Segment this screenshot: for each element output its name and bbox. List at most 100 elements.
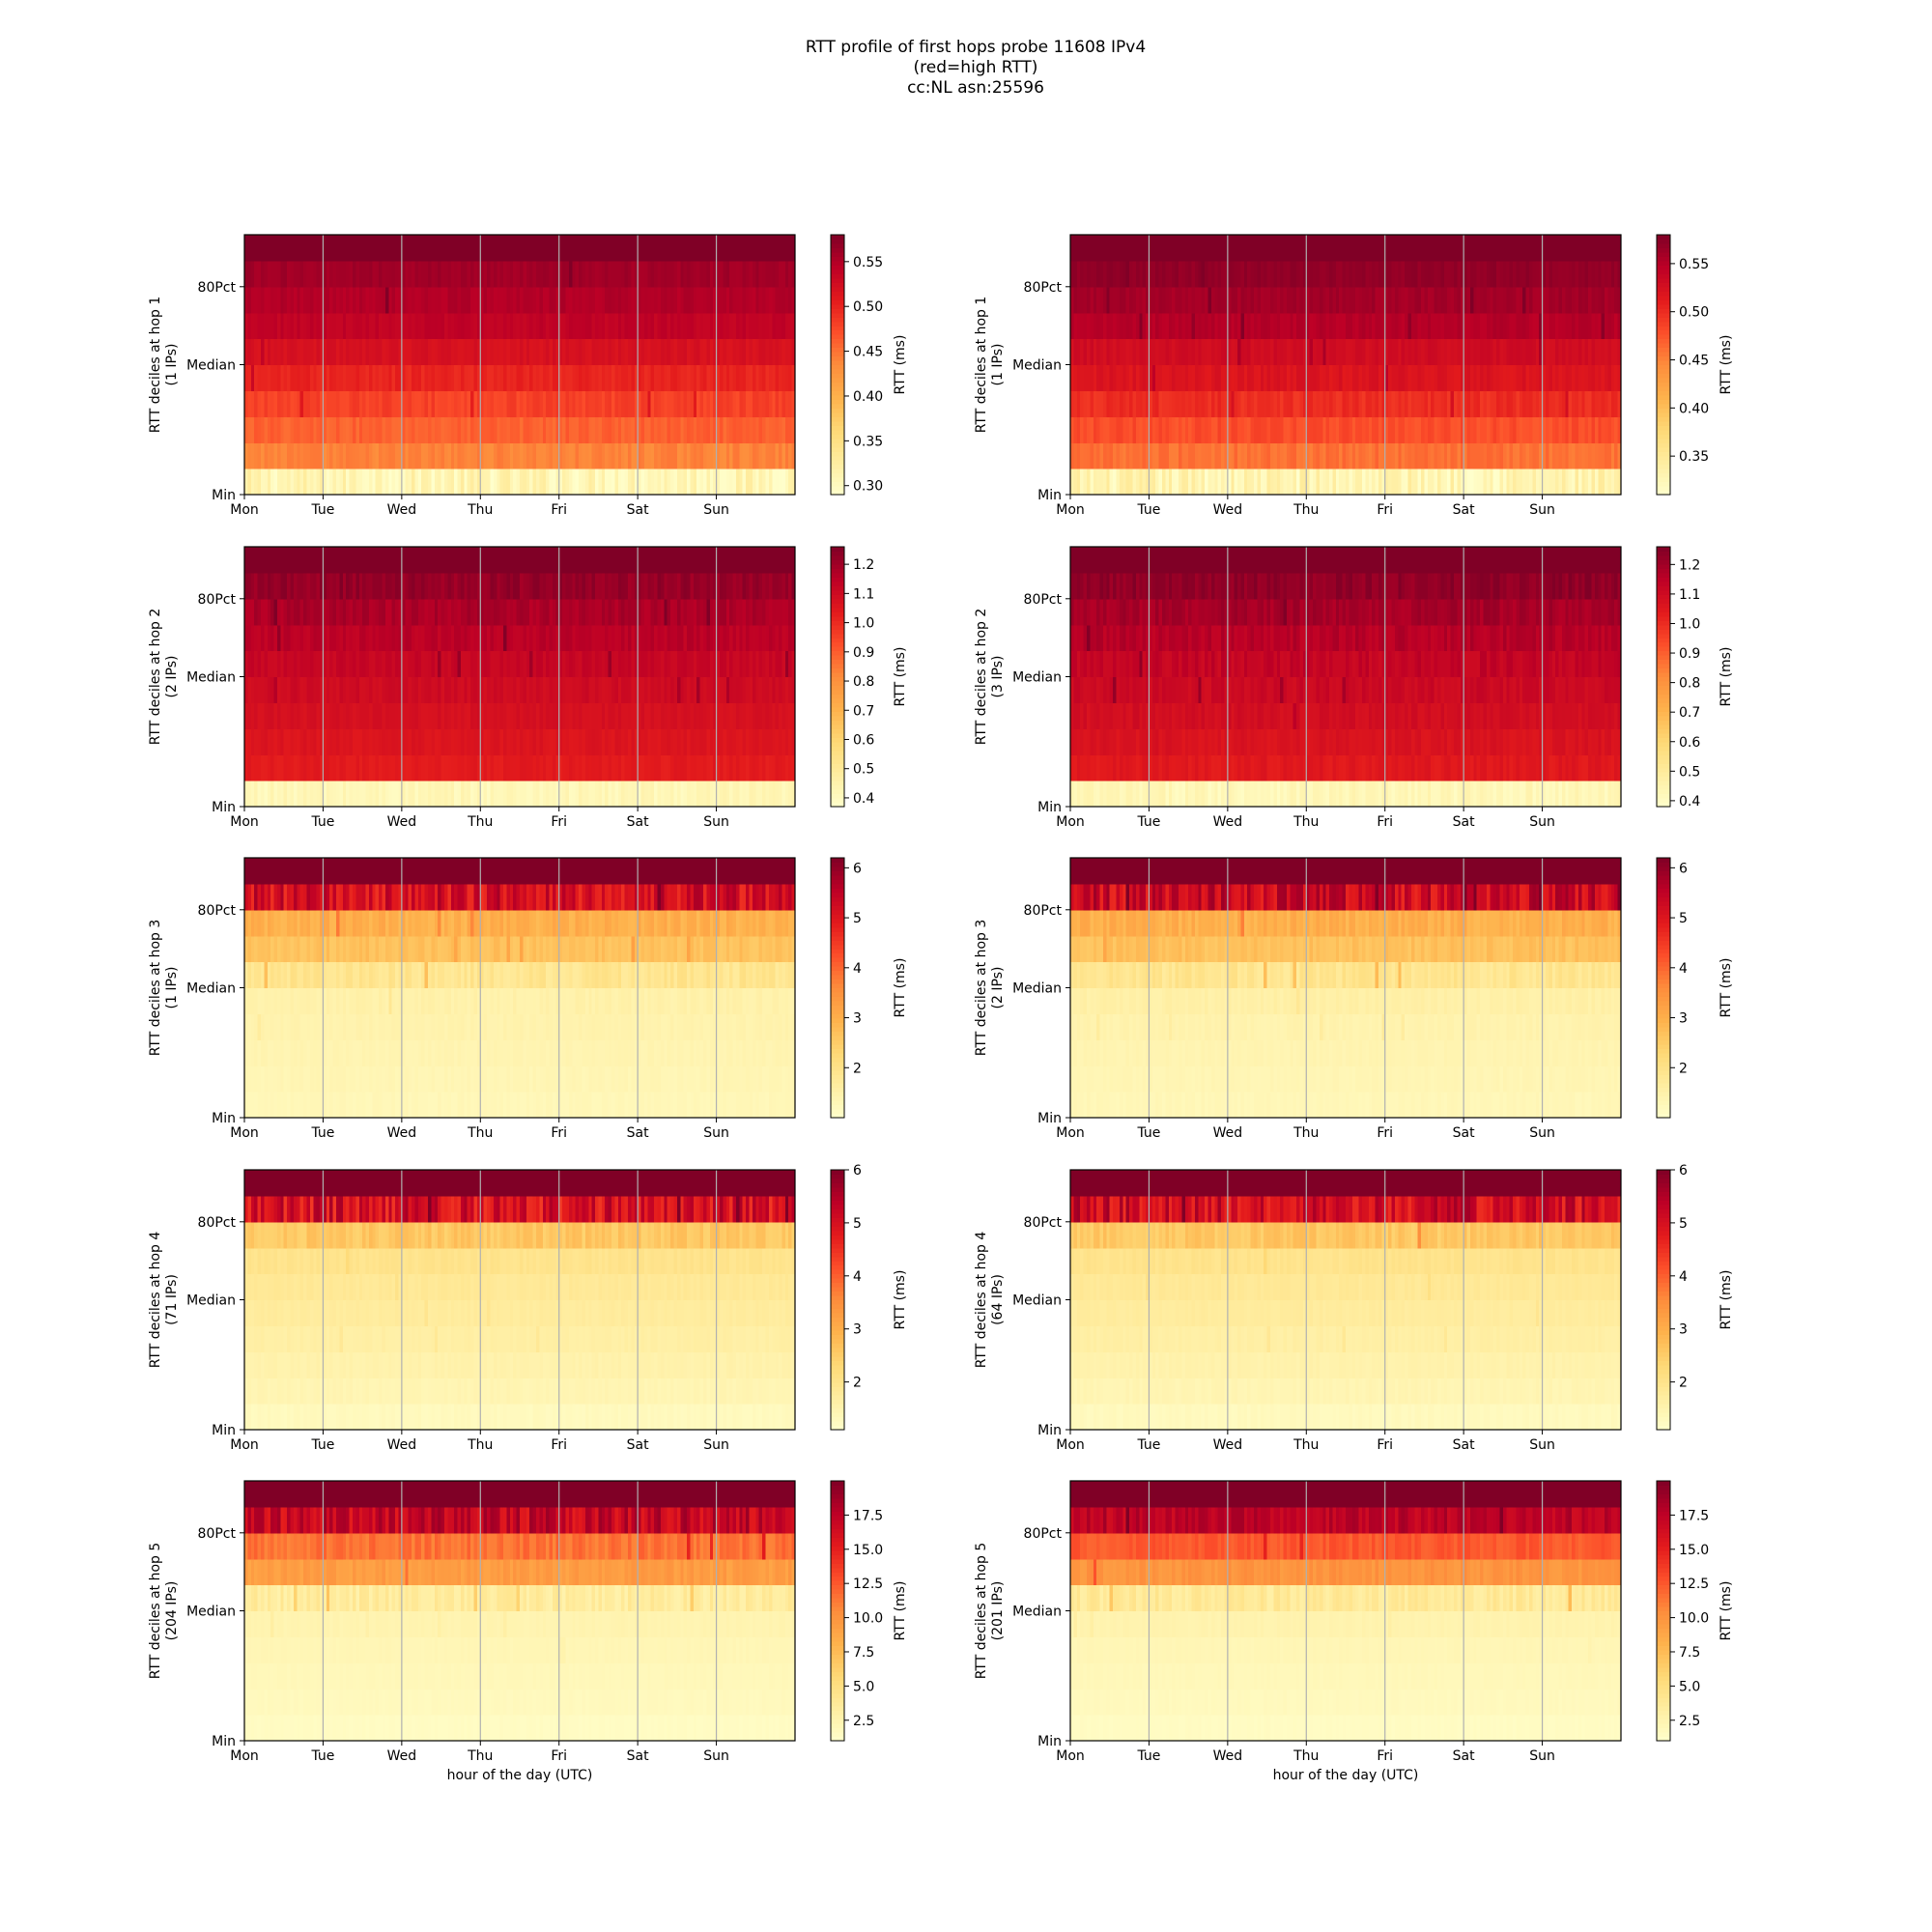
heatmap-cell	[1247, 364, 1252, 391]
heatmap-cell	[1125, 469, 1130, 496]
heatmap-cell	[1188, 260, 1193, 288]
heatmap-cell	[775, 235, 780, 262]
heatmap-cell	[660, 702, 665, 729]
heatmap-cell	[244, 469, 248, 496]
heatmap-cell	[565, 235, 570, 262]
heatmap-cell	[627, 469, 632, 496]
heatmap-cell	[1139, 442, 1144, 469]
heatmap-cell	[670, 442, 675, 469]
heatmap-cell	[617, 235, 622, 262]
heatmap-cell	[1162, 442, 1166, 469]
heatmap-cell	[640, 260, 645, 288]
heatmap-cell	[1102, 338, 1107, 366]
heatmap-cell	[638, 338, 642, 366]
heatmap-cell	[650, 781, 655, 808]
heatmap-cell	[1269, 469, 1274, 496]
heatmap-cell	[1584, 469, 1589, 496]
heatmap-cell	[523, 624, 527, 652]
heatmap-cell	[772, 235, 777, 262]
heatmap-cells	[1070, 235, 1622, 496]
heatmap-cell	[716, 416, 721, 443]
colorbar-segment	[1657, 277, 1670, 283]
heatmap-cell	[254, 390, 259, 417]
heatmap-cell	[1090, 416, 1094, 443]
heatmap-cell	[470, 338, 475, 366]
heatmap-cell	[752, 702, 756, 729]
heatmap-cell	[368, 469, 373, 496]
heatmap-cell	[1355, 390, 1360, 417]
heatmap-cell	[1598, 390, 1603, 417]
heatmap-cell	[779, 286, 783, 314]
heatmap-cell	[316, 390, 321, 417]
heatmap-cell	[313, 416, 318, 443]
heatmap-cell	[270, 781, 275, 808]
heatmap-cell	[487, 416, 492, 443]
heatmap-cell	[1319, 442, 1323, 469]
heatmap-cell	[781, 286, 786, 314]
heatmap-cell	[781, 416, 786, 443]
heatmap-cell	[535, 781, 540, 808]
heatmap-cell	[1610, 442, 1615, 469]
heatmap-cell	[739, 469, 744, 496]
heatmap-cell	[1588, 312, 1593, 340]
heatmap-cell	[1286, 364, 1291, 391]
title-line-3: cc:NL asn:25596	[907, 78, 1044, 98]
heatmap-cell	[1601, 235, 1605, 262]
heatmap-cell	[535, 260, 540, 288]
heatmap-cell	[1257, 338, 1262, 366]
heatmap-cell	[575, 312, 580, 340]
heatmap-cell	[1391, 442, 1396, 469]
heatmap-cell	[617, 286, 622, 314]
heatmap-cell	[499, 442, 504, 469]
heatmap-cell	[529, 338, 534, 366]
heatmap-cell	[1558, 469, 1563, 496]
heatmap-cell	[1378, 416, 1382, 443]
heatmap-cell	[362, 260, 367, 288]
heatmap-cell	[450, 364, 455, 391]
heatmap-cell	[784, 416, 789, 443]
heatmap-cell	[306, 416, 311, 443]
heatmap-cell	[719, 650, 724, 678]
heatmap-cell	[398, 235, 403, 262]
y-axis-label: RTT deciles at hop 1	[148, 297, 163, 434]
heatmap-cell	[1237, 312, 1242, 340]
heatmap-cell	[673, 312, 678, 340]
heatmap-cell	[1168, 469, 1173, 496]
heatmap-cell	[1280, 312, 1285, 340]
heatmap-cell	[1217, 390, 1222, 417]
heatmap-cell	[696, 676, 701, 703]
heatmap-cell	[490, 416, 495, 443]
heatmap-cell	[627, 338, 632, 366]
heatmap-cell	[775, 469, 780, 496]
colorbar-segment	[831, 368, 844, 375]
heatmap-cell	[1125, 442, 1130, 469]
heatmap-cell	[267, 416, 271, 443]
heatmap-cell	[1450, 286, 1455, 314]
heatmap-cell	[1168, 260, 1173, 288]
heatmap-cell	[1401, 364, 1406, 391]
heatmap-cell	[1113, 260, 1118, 288]
heatmap-cell	[1457, 416, 1462, 443]
colorbar-segment	[831, 438, 844, 443]
heatmap-cell	[499, 754, 504, 781]
heatmap-cell	[526, 338, 530, 366]
heatmap-cell	[280, 338, 285, 366]
heatmap-cell	[408, 416, 412, 443]
heatmap-cell	[503, 338, 508, 366]
heatmap-cell	[1149, 416, 1153, 443]
heatmap-cell	[388, 286, 393, 314]
heatmap-cell	[372, 442, 377, 469]
heatmap-cell	[1431, 260, 1435, 288]
heatmap-cell	[260, 442, 265, 469]
heatmap-cell	[1135, 338, 1140, 366]
heatmap-cell	[1349, 442, 1353, 469]
heatmap-cell	[1486, 364, 1491, 391]
heatmap-cell	[762, 442, 767, 469]
heatmap-cell	[499, 650, 504, 678]
heatmap-cell	[562, 442, 567, 469]
heatmap-cell	[568, 390, 573, 417]
heatmap-cell	[555, 338, 560, 366]
heatmap-cell	[742, 598, 747, 626]
heatmap-cell	[690, 442, 695, 469]
heatmap-cell	[490, 624, 495, 652]
